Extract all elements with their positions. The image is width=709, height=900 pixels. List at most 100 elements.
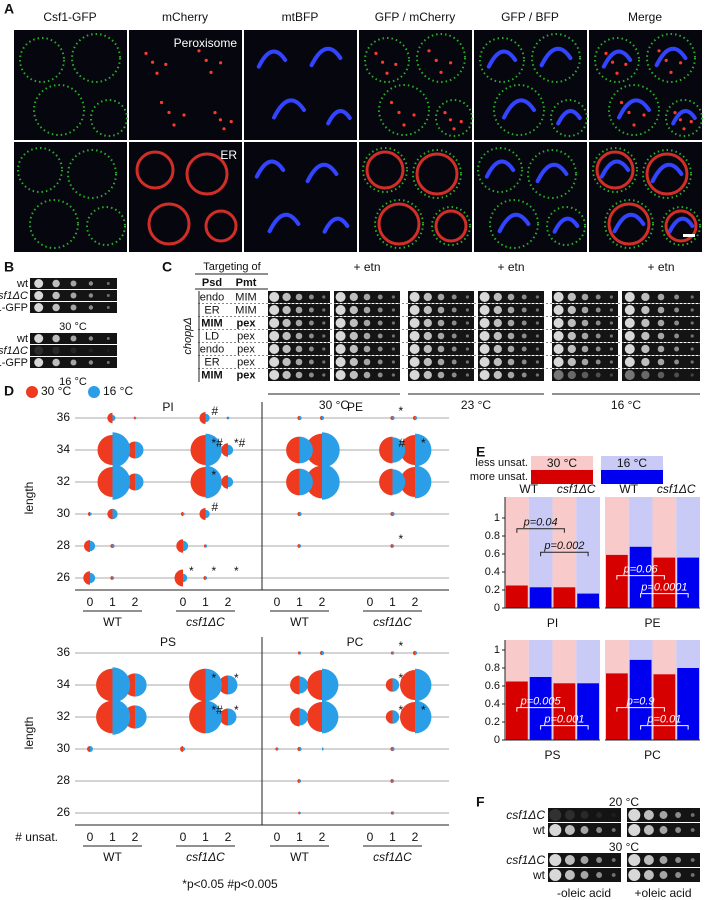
colony xyxy=(349,292,358,302)
colony xyxy=(675,857,682,863)
bubble-half xyxy=(87,746,90,752)
bubble-half xyxy=(400,670,415,700)
x-tick-label: 1 xyxy=(296,830,303,844)
bubble-half xyxy=(412,650,415,656)
colony xyxy=(451,346,457,352)
colony xyxy=(521,372,527,378)
colony xyxy=(423,331,432,341)
y-tick-label: 32 xyxy=(57,474,71,488)
colony xyxy=(322,321,326,325)
peroxisome xyxy=(204,58,208,63)
peroxisome xyxy=(624,62,628,66)
colony xyxy=(88,360,94,365)
cell-outline xyxy=(608,84,660,136)
colony xyxy=(437,332,445,340)
group-label: csf1ΔC xyxy=(373,615,412,629)
cell-outline xyxy=(646,33,696,83)
panel-letter: D xyxy=(4,383,14,399)
er-ring xyxy=(595,150,635,190)
legend-swatch xyxy=(88,386,100,398)
y-tick-label: 0.4 xyxy=(485,566,500,578)
colony xyxy=(106,337,110,340)
colony xyxy=(335,357,346,367)
bubble-half xyxy=(322,668,339,702)
peroxisome xyxy=(669,70,673,74)
y-tick-label: 28 xyxy=(57,773,71,787)
er-ring xyxy=(135,150,175,190)
bubble-half xyxy=(112,464,131,500)
mitochondria xyxy=(326,109,352,126)
x-tick-label: 2 xyxy=(132,595,139,609)
bubble-half xyxy=(205,576,208,580)
mitochondria xyxy=(256,49,288,69)
peroxisome xyxy=(657,49,661,53)
bubble-half xyxy=(189,668,206,702)
bubble-half xyxy=(400,435,415,465)
colony xyxy=(595,294,601,300)
cell-outline xyxy=(19,37,65,83)
peroxisome xyxy=(449,61,453,65)
cell-outline xyxy=(661,206,701,246)
colony xyxy=(437,345,445,353)
bar xyxy=(629,659,652,740)
colony xyxy=(269,344,280,354)
x-tick-label: 0 xyxy=(274,595,281,609)
colony xyxy=(521,346,527,352)
colony xyxy=(349,331,358,341)
colony xyxy=(674,307,680,313)
cell-outline xyxy=(531,33,581,83)
colony xyxy=(521,333,527,339)
mitochondria xyxy=(599,159,631,179)
x-tick-label: 2 xyxy=(412,830,419,844)
colony xyxy=(675,827,682,833)
mitochondria xyxy=(322,216,350,234)
bubble-half xyxy=(392,469,406,495)
bar xyxy=(653,557,676,608)
bubble-half xyxy=(275,747,277,751)
cell-outline xyxy=(592,147,638,193)
bubble-half xyxy=(392,544,395,548)
micrograph xyxy=(474,30,587,140)
bubble-half xyxy=(290,675,300,695)
peroxisome xyxy=(452,127,456,131)
plate xyxy=(30,345,117,356)
y-axis-label: length xyxy=(22,717,36,750)
strain-label: csf1ΔC xyxy=(506,853,545,867)
strain-label: wt xyxy=(532,823,546,837)
group-label: csf1ΔC xyxy=(186,615,225,629)
x-tick-label: 1 xyxy=(389,595,396,609)
y-tick-label: 34 xyxy=(57,442,71,456)
panel-letter: F xyxy=(476,794,485,810)
y-tick-label: 30 xyxy=(57,741,71,755)
colony xyxy=(349,357,358,367)
significance-mark: # xyxy=(212,500,219,514)
bubble-half xyxy=(299,811,301,815)
colony xyxy=(657,371,665,379)
colony xyxy=(521,294,527,300)
bubble-half xyxy=(176,539,183,553)
group-label: WT xyxy=(619,482,638,496)
peroxisome xyxy=(664,58,668,63)
bubble-half xyxy=(135,673,147,697)
peroxisome xyxy=(213,111,217,115)
bubble-half xyxy=(415,668,432,702)
colony xyxy=(52,279,60,288)
colony xyxy=(624,344,635,354)
significance-mark: * xyxy=(234,703,239,717)
panel-letter: B xyxy=(4,259,14,275)
colony xyxy=(641,344,650,354)
colony xyxy=(269,370,280,380)
mitochondria xyxy=(486,49,518,69)
mitochondria xyxy=(539,46,573,68)
targeting-label: pex xyxy=(237,317,257,329)
significance-mark: # xyxy=(399,436,406,450)
colony xyxy=(451,307,457,313)
colony xyxy=(643,855,654,865)
bar xyxy=(677,668,699,740)
comparison-bracket xyxy=(616,575,665,580)
peroxisome xyxy=(427,49,431,53)
significance-mark: * xyxy=(399,532,404,546)
colony xyxy=(564,870,575,880)
bubble-half xyxy=(205,544,208,548)
significance-mark: * xyxy=(421,703,426,717)
